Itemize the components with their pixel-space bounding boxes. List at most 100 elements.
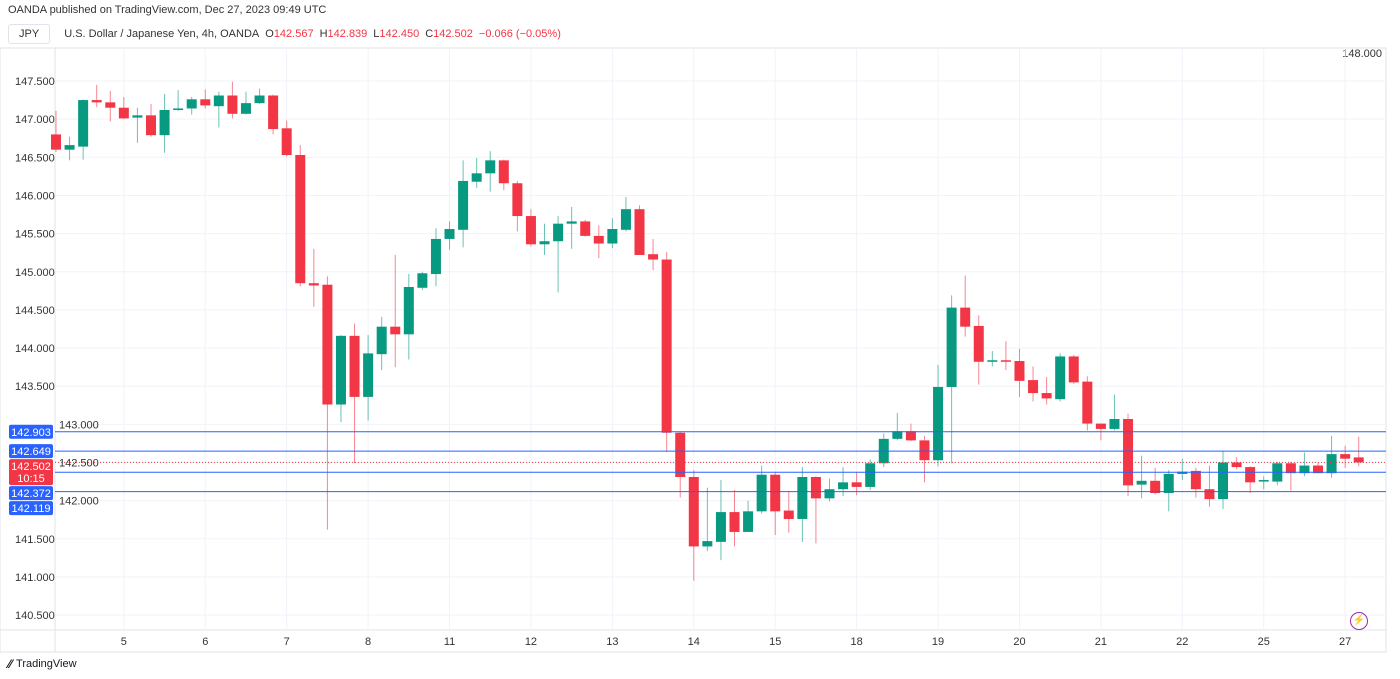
candle-body bbox=[675, 432, 686, 477]
candle[interactable] bbox=[186, 97, 197, 115]
candle[interactable] bbox=[553, 216, 564, 293]
candle[interactable] bbox=[756, 465, 767, 514]
candle[interactable] bbox=[118, 97, 129, 120]
candle[interactable] bbox=[675, 431, 686, 498]
candle[interactable] bbox=[607, 218, 618, 249]
candle-body bbox=[281, 128, 292, 156]
candle[interactable] bbox=[770, 471, 781, 535]
candle[interactable] bbox=[566, 206, 577, 249]
candle[interactable] bbox=[1272, 461, 1283, 486]
candle[interactable] bbox=[322, 276, 333, 530]
candle[interactable] bbox=[743, 500, 754, 532]
tradingview-logo-icon: ⁄⁄ bbox=[8, 657, 13, 671]
candle[interactable] bbox=[91, 84, 102, 107]
candle[interactable] bbox=[797, 467, 808, 542]
lightning-icon[interactable]: ⚡ bbox=[1350, 612, 1368, 630]
candle[interactable] bbox=[227, 81, 238, 119]
candle[interactable] bbox=[1123, 413, 1134, 497]
candle[interactable] bbox=[335, 335, 346, 423]
candle-body bbox=[240, 103, 251, 114]
candle[interactable] bbox=[403, 274, 414, 360]
tradingview-logo[interactable]: ⁄⁄ TradingView bbox=[8, 657, 77, 671]
candle[interactable] bbox=[919, 435, 930, 483]
candle[interactable] bbox=[349, 323, 360, 464]
candle[interactable] bbox=[240, 91, 251, 115]
candle[interactable] bbox=[1190, 467, 1201, 498]
candle[interactable] bbox=[1014, 348, 1025, 397]
candle[interactable] bbox=[783, 491, 794, 533]
candle[interactable] bbox=[973, 315, 984, 385]
candle[interactable] bbox=[471, 158, 482, 188]
candle[interactable] bbox=[648, 238, 659, 271]
candle[interactable] bbox=[498, 159, 509, 191]
candle[interactable] bbox=[132, 107, 143, 143]
candle[interactable] bbox=[580, 219, 591, 237]
candle[interactable] bbox=[892, 412, 903, 441]
candle[interactable] bbox=[390, 254, 401, 368]
candle[interactable] bbox=[1109, 394, 1120, 431]
candle[interactable] bbox=[1082, 376, 1093, 431]
candle[interactable] bbox=[1041, 377, 1052, 405]
candle[interactable] bbox=[485, 151, 496, 192]
candle[interactable] bbox=[268, 94, 279, 135]
candle[interactable] bbox=[593, 225, 604, 259]
candle[interactable] bbox=[960, 275, 971, 337]
candle[interactable] bbox=[729, 489, 740, 547]
candle[interactable] bbox=[213, 91, 224, 128]
candle[interactable] bbox=[159, 93, 170, 153]
candle[interactable] bbox=[1068, 354, 1079, 384]
candle[interactable] bbox=[363, 335, 374, 421]
horizontal-line-price-label: 142.119 bbox=[12, 503, 51, 515]
candle[interactable] bbox=[1285, 461, 1296, 491]
candle[interactable] bbox=[987, 351, 998, 367]
candle[interactable] bbox=[525, 209, 536, 247]
candle[interactable] bbox=[512, 180, 523, 232]
candle[interactable] bbox=[64, 136, 75, 161]
candle[interactable] bbox=[1163, 470, 1174, 512]
candle-body bbox=[960, 307, 971, 327]
candle[interactable] bbox=[444, 221, 455, 250]
candle[interactable] bbox=[634, 205, 645, 255]
candle[interactable] bbox=[1340, 445, 1351, 468]
candle[interactable] bbox=[933, 364, 944, 467]
candle[interactable] bbox=[661, 251, 672, 452]
candle[interactable] bbox=[308, 248, 319, 307]
candle[interactable] bbox=[824, 478, 835, 502]
candle-body bbox=[295, 155, 306, 284]
candle-body bbox=[580, 221, 591, 236]
candle[interactable] bbox=[281, 120, 292, 157]
candle[interactable] bbox=[51, 110, 61, 152]
candle[interactable] bbox=[865, 459, 876, 490]
candle[interactable] bbox=[946, 295, 957, 464]
candle[interactable] bbox=[200, 89, 211, 109]
candle[interactable] bbox=[458, 160, 469, 248]
candle[interactable] bbox=[430, 228, 441, 287]
candle[interactable] bbox=[417, 271, 428, 291]
candle[interactable] bbox=[1245, 466, 1256, 494]
candle[interactable] bbox=[688, 470, 699, 581]
candle[interactable] bbox=[810, 476, 821, 544]
candle[interactable] bbox=[145, 103, 156, 137]
candle[interactable] bbox=[715, 480, 726, 561]
candle[interactable] bbox=[1231, 457, 1242, 470]
candle[interactable] bbox=[1000, 341, 1011, 371]
candle[interactable] bbox=[105, 90, 116, 122]
candle[interactable] bbox=[620, 196, 631, 232]
candle[interactable] bbox=[539, 223, 550, 255]
candle[interactable] bbox=[1055, 353, 1066, 402]
candle[interactable] bbox=[1218, 451, 1229, 510]
candle[interactable] bbox=[295, 145, 306, 287]
candle[interactable] bbox=[1258, 476, 1269, 490]
candle[interactable] bbox=[905, 423, 916, 442]
candle[interactable] bbox=[78, 99, 89, 160]
candle[interactable] bbox=[702, 487, 713, 552]
symbol-button[interactable]: JPY bbox=[8, 24, 51, 44]
candle[interactable] bbox=[1028, 366, 1039, 402]
candle[interactable] bbox=[173, 90, 184, 111]
candle[interactable] bbox=[376, 316, 387, 371]
candle[interactable] bbox=[254, 88, 265, 104]
candle[interactable] bbox=[1313, 462, 1324, 474]
candle[interactable] bbox=[1326, 435, 1337, 478]
candle[interactable] bbox=[1177, 458, 1188, 481]
